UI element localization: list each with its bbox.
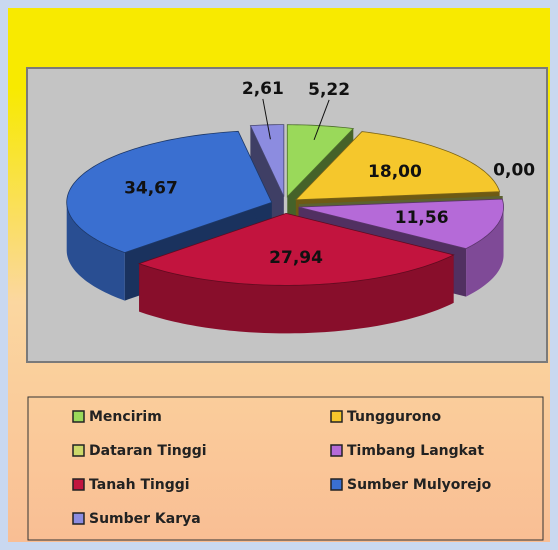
value-label: 5,22: [308, 80, 350, 100]
value-label: 34,67: [124, 178, 178, 198]
value-label: 18,00: [368, 162, 422, 182]
slice-top: [298, 198, 504, 250]
slice-wall: [139, 254, 454, 334]
value-label: 0,00: [493, 160, 535, 180]
legend-label: Sumber Karya: [89, 511, 201, 527]
legend-swatch: [330, 410, 343, 423]
legend-label: Tunggurono: [347, 409, 441, 425]
slice-top: [294, 131, 501, 201]
slice-wall: [66, 202, 125, 301]
legend-label: Sumber Mulyorejo: [347, 477, 492, 493]
legend-label: Dataran Tinggi: [89, 443, 207, 459]
legend-swatch: [330, 444, 343, 457]
leader-line: [313, 99, 330, 141]
legend-swatch: [72, 444, 85, 457]
legend-swatch: [330, 478, 343, 491]
slice-side: [250, 125, 284, 245]
legend-swatch: [72, 410, 85, 423]
slice-wall: [466, 207, 504, 297]
pie: 5,22 18,00 0,00 11,56 27,94 34,67 2,61: [66, 79, 535, 334]
value-label: 27,94: [269, 248, 323, 268]
slice: [137, 212, 455, 334]
slice-top: [286, 124, 355, 198]
slice: [249, 124, 285, 245]
leader-line: [262, 98, 271, 140]
legend-label: Tanah Tinggi: [89, 477, 190, 493]
slice-top: [249, 124, 285, 197]
legend-swatch: [72, 478, 85, 491]
slice-top: [137, 212, 455, 286]
legend: Mencirim Tunggurono Dataran Tinggi Timbang …: [72, 409, 492, 527]
legend-swatch: [72, 512, 85, 525]
legend-label: Mencirim: [89, 409, 162, 425]
legend-label: Timbang Langkat: [347, 443, 484, 459]
value-label: 2,61: [242, 79, 284, 99]
legend-box: [27, 396, 544, 541]
slice-top: [66, 130, 273, 254]
value-label: 11,56: [395, 208, 449, 228]
